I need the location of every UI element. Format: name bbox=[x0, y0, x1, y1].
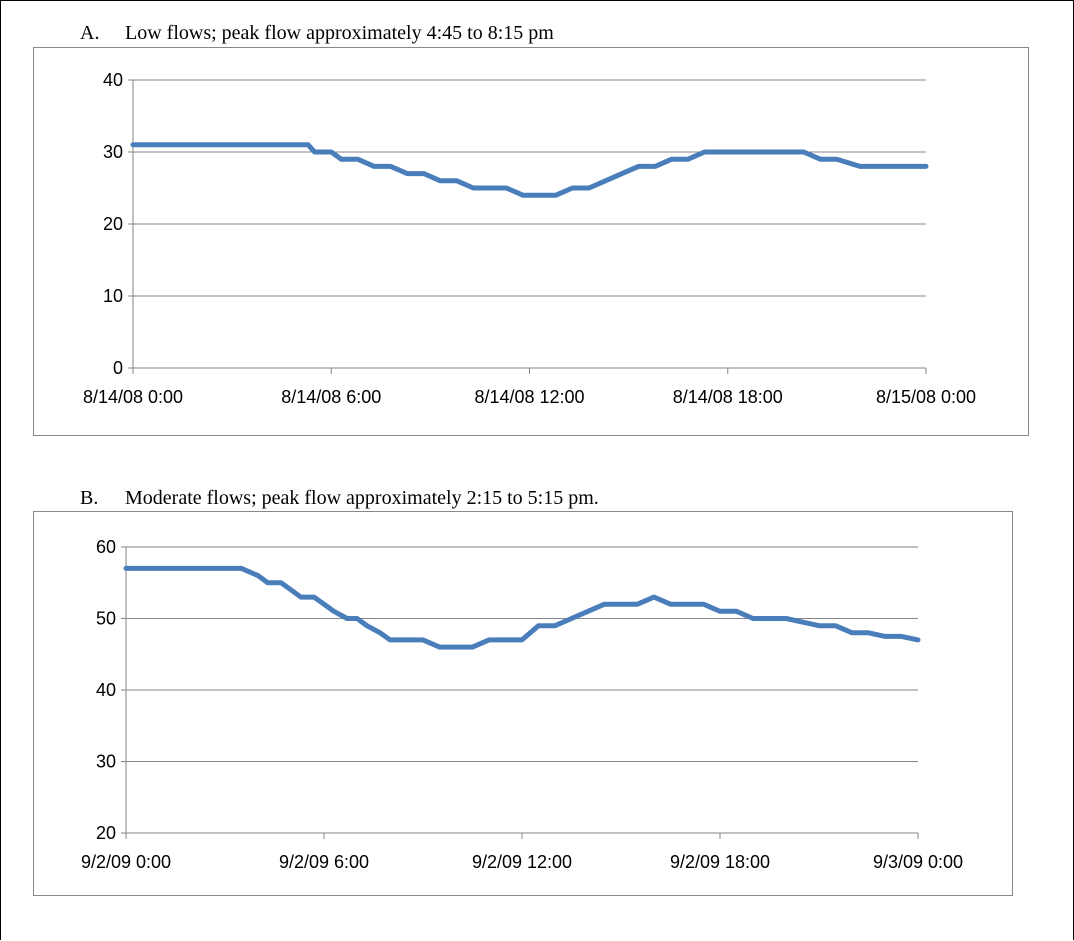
chart-a-y-tick-label: 30 bbox=[103, 142, 123, 162]
chart-a-y-tick-label: 0 bbox=[113, 358, 123, 378]
chart-b-y-tick-label: 40 bbox=[96, 680, 116, 700]
chart-b-y-tick-label: 20 bbox=[96, 823, 116, 843]
chart-a-box: 0 10 20 30 40 8/14/08 0:00 8/14/08 6:00 8/14/08… bbox=[33, 47, 1029, 436]
chart-a-x-tick-label: 8/14/08 12:00 bbox=[474, 387, 584, 407]
chart-b-y-tick-label: 60 bbox=[96, 537, 116, 557]
chart-a-x-tick-label: 8/14/08 0:00 bbox=[83, 387, 183, 407]
chart-b-x-tick-label: 9/2/09 18:00 bbox=[670, 852, 770, 872]
chart-a-y-tick-label: 20 bbox=[103, 214, 123, 234]
chart-b-x-tick-label: 9/2/09 0:00 bbox=[81, 852, 171, 872]
chart-a-title-letter: A. bbox=[80, 22, 100, 44]
chart-b-title-text: Moderate flows; peak flow approximately … bbox=[125, 487, 599, 509]
chart-b-title-letter: B. bbox=[80, 487, 99, 509]
chart-a-title-text: Low flows; peak flow approximately 4:45 … bbox=[125, 22, 554, 44]
chart-a-x-tick-label: 8/15/08 0:00 bbox=[876, 387, 976, 407]
chart-b-series-line bbox=[123, 565, 921, 650]
chart-b-title: B. Moderate flows; peak flow approximatel… bbox=[80, 487, 599, 510]
chart-b-x-tick-label: 9/2/09 6:00 bbox=[279, 852, 369, 872]
chart-b-box: 20 30 40 50 60 9/2/09 0:00 9/2/09 6:00 9/2/09 1… bbox=[33, 511, 1013, 896]
chart-a-series-line bbox=[130, 142, 929, 198]
chart-a-x-tick-label: 8/14/08 18:00 bbox=[673, 387, 783, 407]
chart-b-x-tick-label: 9/2/09 12:00 bbox=[472, 852, 572, 872]
chart-a-y-tick-label: 10 bbox=[103, 286, 123, 306]
chart-a-title: A. Low flows; peak flow approximately 4:4… bbox=[80, 22, 554, 45]
chart-a: 0 10 20 30 40 8/14/08 0:00 8/14/08 6:00 8/14/08… bbox=[83, 70, 976, 407]
chart-b-y-tick-label: 30 bbox=[96, 752, 116, 772]
chart-a-y-tick-label: 40 bbox=[103, 70, 123, 90]
chart-b: 20 30 40 50 60 9/2/09 0:00 9/2/09 6:00 9/2/09 1… bbox=[81, 537, 963, 872]
chart-a-x-tick-label: 8/14/08 6:00 bbox=[281, 387, 381, 407]
chart-b-x-tick-label: 9/3/09 0:00 bbox=[873, 852, 963, 872]
chart-b-y-tick-label: 50 bbox=[96, 609, 116, 629]
